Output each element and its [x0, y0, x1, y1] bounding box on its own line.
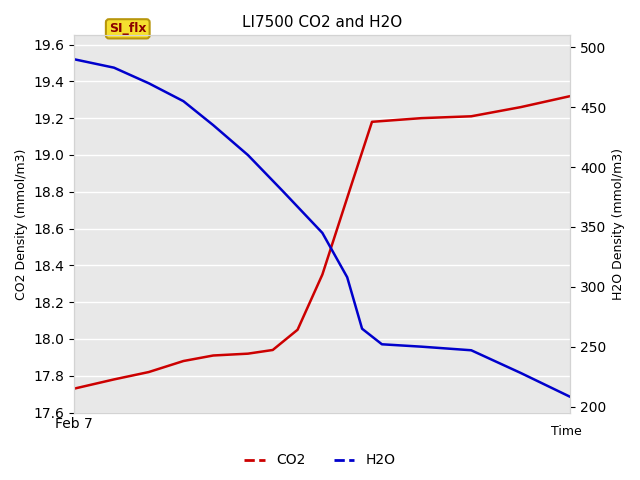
Legend: CO2, H2O: CO2, H2O: [239, 448, 401, 473]
Y-axis label: CO2 Density (mmol/m3): CO2 Density (mmol/m3): [15, 148, 28, 300]
Title: LI7500 CO2 and H2O: LI7500 CO2 and H2O: [243, 15, 403, 30]
Text: Time: Time: [551, 425, 582, 438]
Text: SI_flx: SI_flx: [109, 23, 147, 36]
Y-axis label: H2O Density (mmol/m3): H2O Density (mmol/m3): [612, 148, 625, 300]
